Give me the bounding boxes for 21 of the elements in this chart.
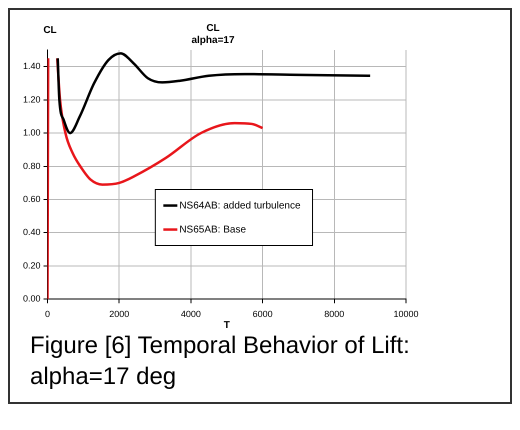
line-series bbox=[56, 52, 372, 134]
x-tick-label: 4000 bbox=[180, 309, 201, 320]
x-tick-label: 0 bbox=[45, 309, 50, 320]
x-tick-label: 2000 bbox=[109, 309, 130, 320]
y-tick-label: 0.60 bbox=[22, 194, 41, 204]
y-tick-label: 0.40 bbox=[22, 227, 41, 238]
y-tick-label: 1.20 bbox=[22, 94, 41, 104]
y-tick-label: 1.00 bbox=[22, 128, 41, 138]
y-axis-title: CL bbox=[43, 24, 57, 36]
y-tick-label: 0.20 bbox=[22, 260, 41, 270]
text: Figure [6] Temporal Behavior of Lift: alpha=17 deg bbox=[29, 331, 411, 392]
x-axis-title: T bbox=[224, 320, 230, 331]
y-tick-label: 0.80 bbox=[22, 160, 41, 171]
legend-label: NS65AB: Base bbox=[179, 224, 246, 236]
x-tick-label: 8000 bbox=[324, 309, 344, 320]
chart-title: CL alpha=17 bbox=[191, 22, 235, 46]
y-tick-label: 0.00 bbox=[22, 294, 41, 304]
legend-label: NS64AB: added turbulence bbox=[179, 200, 301, 212]
y-tick-label: 1.40 bbox=[22, 61, 41, 72]
x-tick-label: 10000 bbox=[393, 309, 419, 320]
x-tick-label: 6000 bbox=[252, 309, 273, 320]
